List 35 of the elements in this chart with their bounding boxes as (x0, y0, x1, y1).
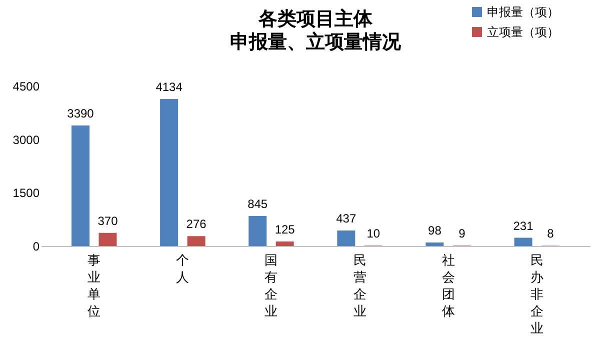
chart-title: 各类项目主体 (258, 8, 374, 30)
y-tick-label: 3000 (12, 132, 40, 147)
x-tick-label: 事业单位 (88, 252, 101, 318)
bar (426, 242, 444, 246)
x-tick-label: 民营企业 (353, 252, 366, 318)
y-tick-label: 0 (32, 240, 40, 254)
legend-label: 申报量（项） (487, 5, 559, 19)
x-tick-label: 国有企业 (264, 252, 278, 318)
bar (514, 238, 532, 246)
x-tick-label: 民办非企业 (530, 252, 544, 336)
data-label: 125 (274, 222, 296, 237)
bar (337, 230, 356, 246)
legend-label: 立项量（项） (487, 25, 559, 39)
bar (72, 125, 90, 246)
y-tick-label: 4500 (12, 80, 40, 94)
chart-subtitle: 申报量、立项量情况 (230, 31, 402, 53)
data-label: 98 (428, 224, 442, 238)
bar (248, 216, 267, 246)
bar (187, 236, 206, 246)
data-label: 276 (186, 217, 207, 232)
data-label: 4134 (156, 80, 183, 94)
data-label: 8 (547, 226, 554, 241)
data-label: 9 (458, 226, 466, 241)
y-tick-label: 1500 (12, 186, 40, 200)
data-label: 845 (248, 196, 268, 211)
data-label: 10 (366, 226, 380, 241)
bar (160, 99, 178, 246)
x-tick-label: 社会团体 (442, 252, 455, 318)
bar (98, 232, 117, 246)
bar (276, 242, 294, 246)
data-label: 3390 (67, 106, 94, 120)
data-label: 231 (513, 218, 534, 233)
x-tick-label: 个人 (176, 252, 190, 284)
data-label: 370 (98, 214, 118, 228)
data-label: 437 (336, 211, 356, 226)
